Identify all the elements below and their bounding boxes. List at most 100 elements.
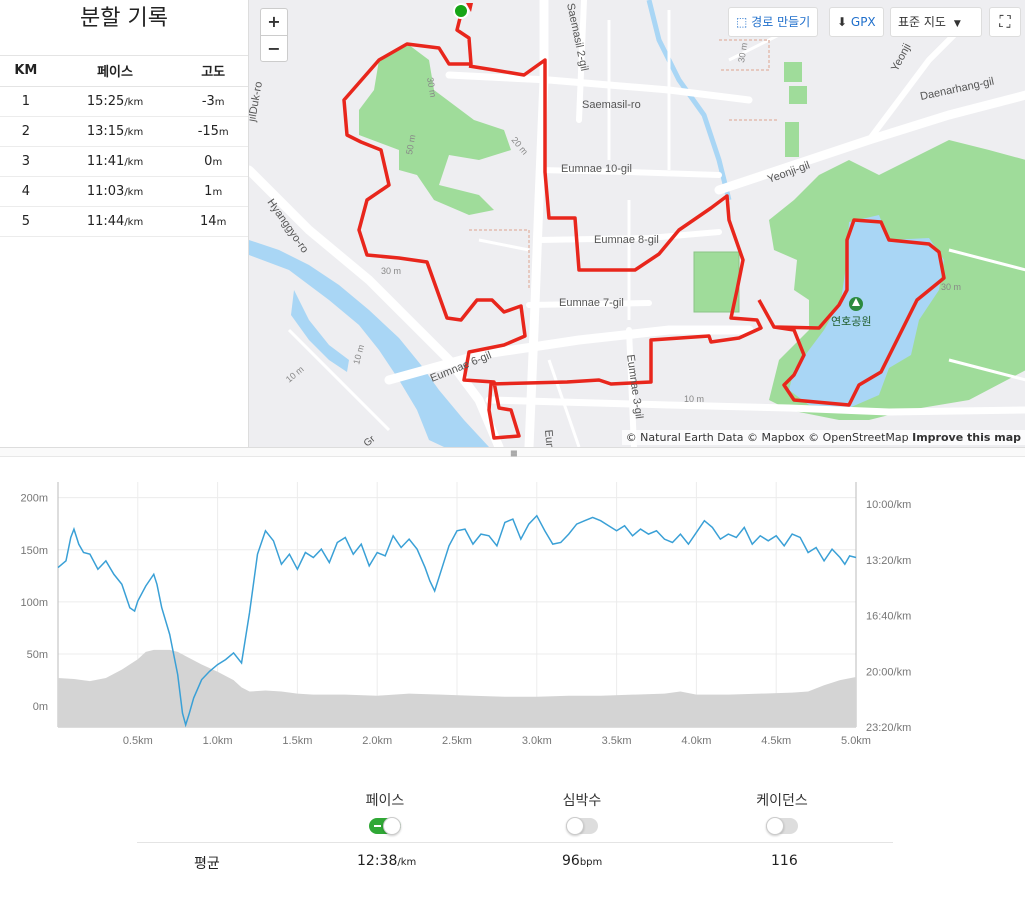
improve-map-link[interactable]: Improve this map <box>912 431 1021 444</box>
map-street-label: Daenarhang-gil <box>919 76 995 103</box>
splits-table: KM 페이스 고도 1 15:25/km -3m 2 13:15/km -15m 3 11:4… <box>0 56 248 237</box>
x-tick-label: 3.0km <box>522 735 552 747</box>
cadence-toggle[interactable] <box>766 817 798 835</box>
river-water-2 <box>291 290 349 372</box>
header-altitude: 고도 <box>178 56 248 87</box>
field-small-3 <box>785 122 799 157</box>
resize-handle[interactable]: ▬ ▬ <box>0 447 1025 459</box>
pace-toggle-group: 페이스 <box>325 790 445 835</box>
split-pace: 15:25/km <box>51 86 179 117</box>
split-altitude: 14m <box>178 206 248 237</box>
heart-rate-toggle[interactable] <box>566 817 598 835</box>
average-row: 평균 12:38/km 96bpm 116 <box>137 842 893 878</box>
road-2gil <box>576 0 587 123</box>
building-outline-1 <box>719 39 770 71</box>
y-tick-label-left: 150m <box>20 545 48 557</box>
y-tick-label-left: 0m <box>33 701 48 713</box>
route-icon: ⬚ <box>736 15 748 29</box>
minor-road-6 <box>948 248 1025 272</box>
map-street-label: Eumnae 8-gil <box>594 234 659 246</box>
map-street-label: 30 m <box>425 77 438 98</box>
map-style-dropdown[interactable]: 표준 지도 ▼ <box>890 7 982 37</box>
split-altitude: 0m <box>178 146 248 177</box>
x-tick-label: 4.5km <box>761 735 791 747</box>
header-pace: 페이스 <box>51 56 179 87</box>
split-row: 5 11:44/km 14m <box>0 206 248 237</box>
average-cadence: 116 <box>771 853 798 869</box>
heart-rate-toggle-group: 심박수 <box>522 790 642 835</box>
x-tick-label: 5.0km <box>841 735 871 747</box>
split-pace: 13:15/km <box>51 116 179 147</box>
y-tick-label-right: 10:00/km <box>866 499 911 511</box>
x-tick-label: 2.0km <box>362 735 392 747</box>
field-small-1 <box>784 62 802 82</box>
gpx-download-button[interactable]: ⬇ GPX <box>829 7 884 37</box>
map-street-label: Eumnae 3-gil <box>624 354 645 420</box>
map-street-label: 30 m <box>736 42 749 63</box>
park-west <box>359 45 511 215</box>
road-south <box>485 396 1025 416</box>
fullscreen-button[interactable]: ⛶ <box>989 7 1021 37</box>
split-row: 3 11:41/km 0m <box>0 146 248 177</box>
grip-icon: ▬ ▬ <box>510 447 518 459</box>
split-row: 2 13:15/km -15m <box>0 116 248 147</box>
map-street-label: 20 m <box>509 135 530 157</box>
route-map[interactable]: Saemasil 2-gil Saemasil-ro Eumnae 10-gil Ye… <box>248 0 1025 447</box>
average-heart-rate: 96bpm <box>562 853 603 869</box>
zoom-out-button[interactable]: − <box>261 35 287 61</box>
split-pace: 11:44/km <box>51 206 179 237</box>
split-row: 4 11:03/km 1m <box>0 176 248 207</box>
elevation-pace-chart: 200m 150m 100m 50m 0m 10:00/km 13:20/km 16:40/k… <box>0 462 1025 762</box>
split-km: 2 <box>0 116 52 147</box>
map-street-label: Saemasil-ro <box>582 99 641 111</box>
x-tick-label: 0.5km <box>123 735 153 747</box>
zoom-control: + − <box>260 8 288 62</box>
map-attribution: © Natural Earth Data © Mapbox © OpenStre… <box>621 430 1025 445</box>
fullscreen-icon: ⛶ <box>999 12 1011 31</box>
map-street-label: 30 m <box>941 282 961 292</box>
split-altitude: -15m <box>178 116 248 147</box>
splits-panel: 분할 기록 KM 페이스 고도 1 15:25/km -3m 2 13:15/km -15… <box>0 0 248 447</box>
create-route-button[interactable]: ⬚ 경로 만들기 <box>728 7 819 37</box>
map-street-label: 50 m <box>404 134 417 155</box>
y-tick-label-right: 23:20/km <box>866 722 911 734</box>
x-tick-label: 1.5km <box>282 735 312 747</box>
map-street-label: Eumn <box>542 429 556 447</box>
cadence-toggle-label: 케이던스 <box>756 793 808 809</box>
split-km: 3 <box>0 146 52 177</box>
map-street-label: 10 m <box>351 344 366 366</box>
split-pace: 11:41/km <box>51 146 179 177</box>
average-pace: 12:38/km <box>357 853 417 869</box>
download-icon: ⬇ <box>837 15 848 29</box>
minor-road-5 <box>948 358 1025 382</box>
split-km: 1 <box>0 86 52 117</box>
x-tick-label: 4.0km <box>681 735 711 747</box>
y-tick-label-left: 50m <box>27 649 48 661</box>
split-row: 1 15:25/km -3m <box>0 86 248 117</box>
caret-down-icon: ▼ <box>953 19 961 29</box>
map-street-label: Gr <box>362 433 378 447</box>
y-tick-label-left: 100m <box>20 597 48 609</box>
building-outline-3 <box>469 229 530 290</box>
end-flag <box>466 3 473 12</box>
minor-road-4 <box>547 359 581 447</box>
road-saemasil <box>445 71 753 104</box>
heart-rate-toggle-label: 심박수 <box>562 793 602 809</box>
start-marker <box>453 3 469 19</box>
elevation-area <box>58 649 856 727</box>
y-tick-label-right: 16:40/km <box>866 611 911 623</box>
cadence-toggle-group: 케이던스 <box>722 790 842 835</box>
gps-route <box>342 9 946 440</box>
y-tick-label-right: 20:00/km <box>866 666 911 678</box>
river-water <box>249 240 489 447</box>
y-tick-label-left: 200m <box>20 493 48 505</box>
road-10gil <box>536 167 722 178</box>
split-km: 4 <box>0 176 52 207</box>
split-altitude: 1m <box>178 176 248 207</box>
map-street-label: Eumnae 7-gil <box>559 297 624 309</box>
map-street-label: 10 m <box>684 394 704 404</box>
pace-toggle[interactable] <box>369 817 401 835</box>
road-main-ns <box>524 0 549 447</box>
zoom-in-button[interactable]: + <box>267 12 281 31</box>
